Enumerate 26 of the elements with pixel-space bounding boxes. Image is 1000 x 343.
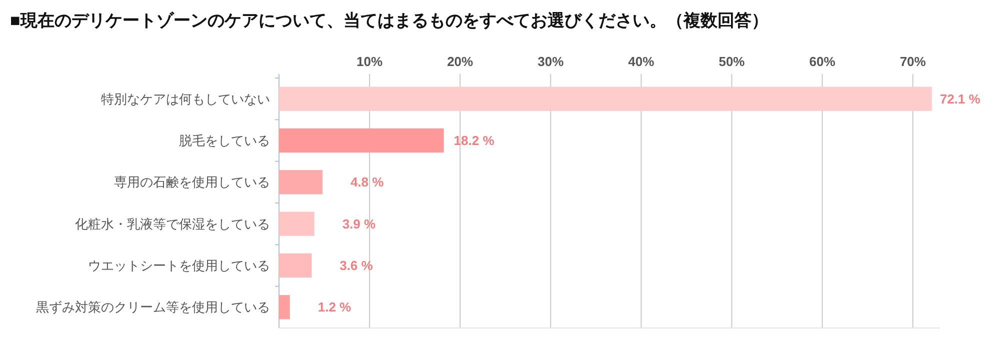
x-tick-label: 20% <box>447 54 474 69</box>
data-label: 72.1 % <box>940 91 981 106</box>
y-tick-label: 脱毛をしている <box>179 133 270 148</box>
data-label: 3.9 % <box>342 216 376 232</box>
chart-title: ■現在のデリケートゾーンのケアについて、当てはまるものをすべてお選びください。（複数回答） <box>10 11 768 30</box>
x-tick-label: 70% <box>900 54 926 69</box>
x-tick-label: 40% <box>628 54 655 69</box>
y-tick-label: 特別なケアは何もしていない <box>101 91 270 106</box>
y-tick-label: 化粧水・乳液等で保湿をしている <box>75 216 270 232</box>
bar <box>279 128 444 153</box>
bar <box>279 86 932 111</box>
x-tick-label: 60% <box>809 54 836 69</box>
data-label: 4.8 % <box>350 174 384 190</box>
y-tick-label: 黒ずみ対策のクリーム等を使用している <box>36 300 270 315</box>
bar <box>279 253 312 278</box>
bar <box>279 212 314 236</box>
y-tick-label: ウエットシートを使用している <box>88 258 270 274</box>
data-label: 3.6 % <box>340 258 374 274</box>
x-tick-label: 10% <box>356 54 383 69</box>
x-tick-label: 50% <box>718 54 746 69</box>
bar <box>279 170 322 194</box>
y-tick-label: 専用の石鹸を使用している <box>114 174 270 190</box>
bar <box>279 295 290 320</box>
data-label: 18.2 % <box>454 133 495 148</box>
data-label: 1.2 % <box>318 300 352 315</box>
x-tick-label: 30% <box>538 54 564 69</box>
